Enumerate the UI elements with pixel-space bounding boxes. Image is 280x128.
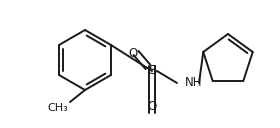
Text: O: O [128,47,138,60]
Text: CH₃: CH₃ [47,103,68,113]
Text: S: S [148,65,156,77]
Text: O: O [147,100,157,113]
Text: NH: NH [185,77,202,89]
